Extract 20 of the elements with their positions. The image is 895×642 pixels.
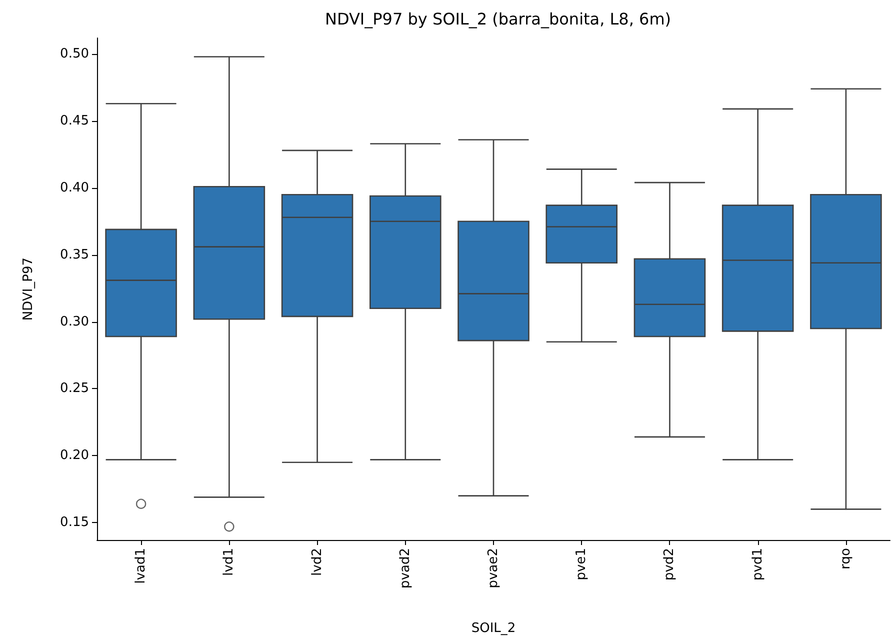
x-tick-label: pvd1 — [750, 548, 766, 580]
y-tick-label: 0.45 — [60, 113, 89, 128]
y-axis-title: NDVI_P97 — [21, 257, 36, 321]
x-tick-label: pvad2 — [398, 548, 413, 588]
chart-title: NDVI_P97 by SOIL_2 (barra_bonita, L8, 6m) — [324, 10, 672, 28]
x-axis-title: SOIL_2 — [471, 621, 516, 636]
x-tick-label: pvae2 — [486, 548, 501, 588]
y-tick-label: 0.40 — [60, 180, 89, 196]
x-tick-label: lvd2 — [310, 548, 325, 576]
x-tick-label: lvad1 — [134, 548, 149, 584]
y-tick-label: 0.30 — [60, 314, 89, 330]
y-tick-label: 0.50 — [60, 46, 89, 62]
x-tick-label: lvd1 — [222, 548, 237, 576]
y-tick-label: 0.25 — [60, 381, 89, 396]
x-tick-label: pvd2 — [662, 548, 678, 580]
y-tick-label: 0.15 — [60, 515, 89, 530]
x-tick-label: rqo — [838, 548, 854, 570]
y-tick-label: 0.35 — [60, 247, 89, 262]
y-tick-label: 0.20 — [60, 448, 89, 464]
x-tick-label: pve1 — [574, 548, 590, 580]
